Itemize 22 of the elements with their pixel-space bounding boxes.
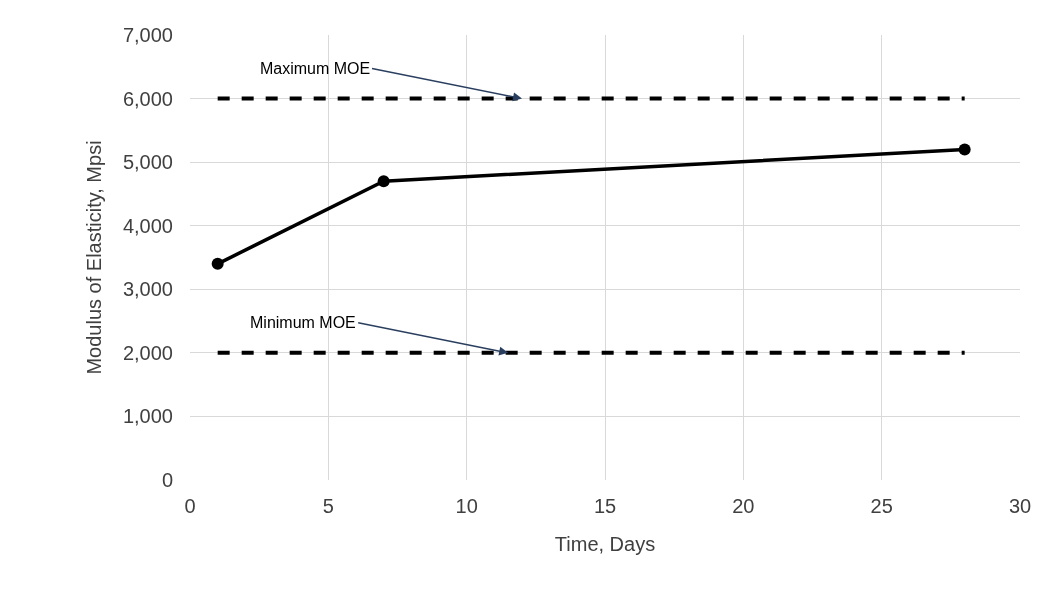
y-tick-label: 2,000 [122,341,173,364]
y-tick-label: 1,000 [122,405,173,428]
y-tick-label: 0 [161,469,173,491]
x-axis-title: Time, Days [554,532,656,555]
y-tick-label: 5,000 [122,151,173,174]
annotation: Minimum MOE [250,314,356,331]
point [211,257,224,270]
x-tick-label: 5 [322,495,334,517]
x-tick-label: 20 [732,495,755,517]
x-tick-label: 25 [870,495,893,517]
y-tick-label: 6,000 [122,87,173,110]
y-tick-label: 3,000 [122,278,173,301]
y-tick-label: 4,000 [122,214,173,237]
y-axis-title: Modulus of Elasticity, Mpsi [83,140,106,375]
point [377,175,390,188]
x-tick-label: 30 [1008,495,1032,517]
y-tick-label: 7,000 [122,24,173,46]
x-tick-label: 0 [184,495,196,517]
point [958,143,971,156]
x-tick-label: 15 [593,495,617,517]
annotation: Maximum MOE [260,60,371,77]
x-tick-label: 10 [455,495,478,517]
